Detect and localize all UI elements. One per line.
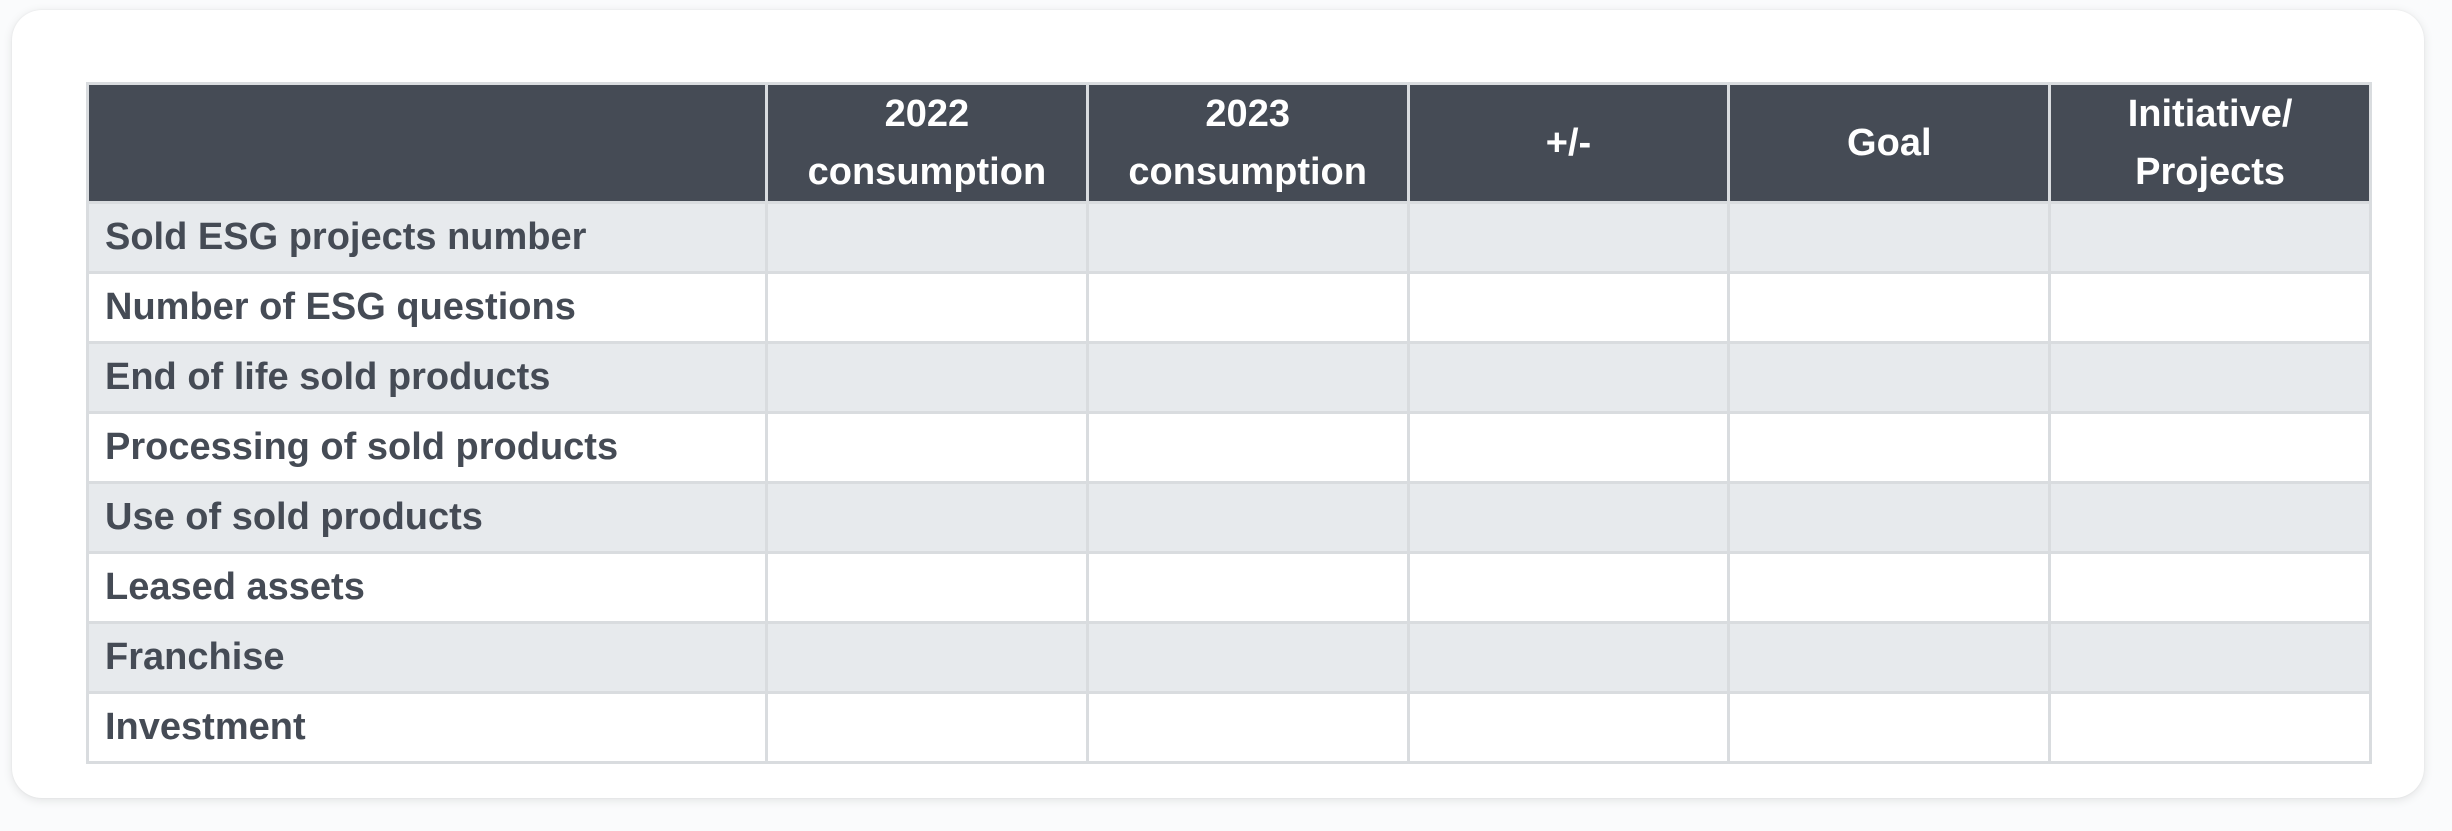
row-label: Sold ESG projects number — [86, 201, 768, 274]
header-text: 2023 — [1205, 93, 1290, 135]
table-cell[interactable] — [2048, 201, 2372, 274]
table-row: Leased assets — [86, 551, 2372, 624]
table-cell[interactable] — [1406, 341, 1731, 414]
table-cell[interactable] — [1406, 691, 1731, 764]
table-row: Sold ESG projects number — [86, 201, 2372, 274]
table-cell[interactable] — [2048, 411, 2372, 484]
table-cell[interactable] — [2048, 551, 2372, 624]
table-cell[interactable] — [1406, 621, 1731, 694]
table-row: Investment — [86, 691, 2372, 764]
header-text: Projects — [2135, 151, 2286, 193]
row-label: Investment — [86, 691, 768, 764]
table-cell[interactable] — [2048, 271, 2372, 344]
table-cell[interactable] — [1085, 621, 1410, 694]
table-cell[interactable] — [765, 271, 1089, 344]
row-label: Franchise — [86, 621, 768, 694]
table-cell[interactable] — [1727, 551, 2052, 624]
row-label: Leased assets — [86, 551, 768, 624]
header-cell-2023-consumption: 2023 consumption — [1085, 82, 1410, 204]
table-cell[interactable] — [765, 621, 1089, 694]
table-cell[interactable] — [2048, 621, 2372, 694]
header-text: Goal — [1847, 122, 1932, 164]
table-cell[interactable] — [1406, 481, 1731, 554]
table-cell[interactable] — [1727, 411, 2052, 484]
header-text: +/- — [1545, 122, 1592, 164]
header-text: Initiative/ — [2127, 93, 2293, 135]
table-row: Use of sold products — [86, 481, 2372, 554]
table-card: 2022 consumption 2023 consumption +/- Go… — [12, 10, 2424, 798]
header-cell-goal: Goal — [1727, 82, 2052, 204]
table-row: End of life sold products — [86, 341, 2372, 414]
table-cell[interactable] — [2048, 341, 2372, 414]
table-cell[interactable] — [1085, 201, 1410, 274]
table-cell[interactable] — [1085, 481, 1410, 554]
esg-consumption-table: 2022 consumption 2023 consumption +/- Go… — [86, 82, 2372, 764]
table-cell[interactable] — [1085, 411, 1410, 484]
table-cell[interactable] — [765, 201, 1089, 274]
header-cell-2022-consumption: 2022 consumption — [765, 82, 1089, 204]
table-cell[interactable] — [1727, 481, 2052, 554]
table-cell[interactable] — [1727, 691, 2052, 764]
table-cell[interactable] — [765, 411, 1089, 484]
header-cell-label — [86, 82, 768, 204]
table-cell[interactable] — [765, 341, 1089, 414]
table-cell[interactable] — [765, 481, 1089, 554]
table-cell[interactable] — [765, 691, 1089, 764]
row-label: Use of sold products — [86, 481, 768, 554]
table-cell[interactable] — [1727, 201, 2052, 274]
table-cell[interactable] — [1406, 551, 1731, 624]
table-header-row: 2022 consumption 2023 consumption +/- Go… — [86, 82, 2372, 204]
table-cell[interactable] — [1727, 271, 2052, 344]
table-row: Number of ESG questions — [86, 271, 2372, 344]
table-cell[interactable] — [1085, 271, 1410, 344]
table-cell[interactable] — [1085, 691, 1410, 764]
table-cell[interactable] — [1085, 341, 1410, 414]
table-cell[interactable] — [1727, 341, 2052, 414]
table-cell[interactable] — [1406, 271, 1731, 344]
table-cell[interactable] — [765, 551, 1089, 624]
header-text: consumption — [807, 151, 1047, 193]
table-cell[interactable] — [1406, 201, 1731, 274]
table-cell[interactable] — [1406, 411, 1731, 484]
header-cell-difference: +/- — [1406, 82, 1731, 204]
row-label: Processing of sold products — [86, 411, 768, 484]
table-cell[interactable] — [1727, 621, 2052, 694]
row-label: End of life sold products — [86, 341, 768, 414]
table-row: Processing of sold products — [86, 411, 2372, 484]
header-cell-initiative-projects: Initiative/ Projects — [2048, 82, 2372, 204]
header-text: 2022 — [884, 93, 970, 135]
header-text: consumption — [1128, 151, 1367, 193]
table-row: Franchise — [86, 621, 2372, 694]
table-cell[interactable] — [2048, 481, 2372, 554]
table-cell[interactable] — [1085, 551, 1410, 624]
row-label: Number of ESG questions — [86, 271, 768, 344]
table-cell[interactable] — [2048, 691, 2372, 764]
